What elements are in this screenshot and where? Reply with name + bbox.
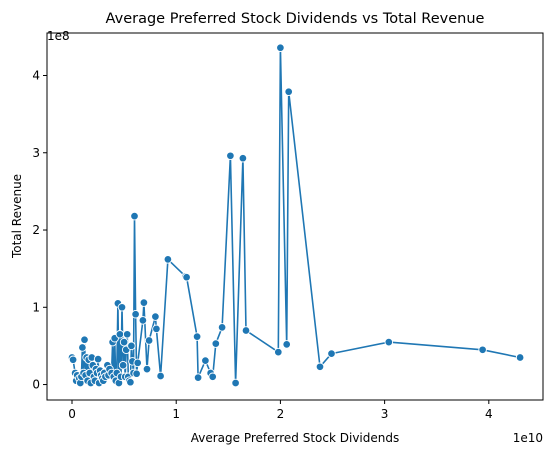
data-point bbox=[315, 362, 325, 372]
y-tick-label: 3 bbox=[32, 146, 40, 160]
data-point bbox=[276, 43, 285, 52]
plot-area bbox=[67, 43, 525, 388]
data-point bbox=[231, 378, 240, 388]
data-point bbox=[327, 349, 336, 358]
data-point bbox=[201, 356, 210, 365]
data-point bbox=[115, 330, 125, 339]
data-point bbox=[133, 358, 142, 368]
x-axis-multiplier: 1e10 bbox=[513, 431, 543, 445]
data-point bbox=[284, 87, 293, 96]
data-point bbox=[138, 316, 148, 325]
data-point bbox=[241, 326, 251, 335]
data-point bbox=[211, 339, 221, 348]
data-point bbox=[93, 354, 103, 364]
data-point bbox=[478, 345, 487, 355]
data-point bbox=[238, 153, 248, 163]
x-axis-label: Average Preferred Stock Dividends bbox=[191, 431, 400, 445]
data-point bbox=[118, 360, 128, 370]
y-tick-label: 2 bbox=[32, 223, 40, 237]
data-point bbox=[193, 373, 203, 382]
data-point bbox=[131, 309, 140, 319]
chart-title: Average Preferred Stock Dividends vs Tot… bbox=[106, 11, 485, 27]
data-point bbox=[217, 323, 227, 332]
data-point bbox=[122, 330, 132, 339]
data-point bbox=[384, 337, 394, 347]
x-tick-label: 2 bbox=[277, 407, 285, 421]
data-point bbox=[151, 312, 160, 321]
data-point bbox=[144, 336, 154, 345]
data-point bbox=[130, 211, 139, 221]
data-point bbox=[127, 341, 136, 351]
x-tick-label: 0 bbox=[68, 407, 76, 421]
data-point bbox=[119, 337, 129, 347]
data-point bbox=[139, 298, 149, 307]
data-point bbox=[274, 347, 283, 357]
y-tick-label: 0 bbox=[32, 378, 40, 392]
data-point bbox=[126, 377, 135, 387]
data-point bbox=[152, 324, 161, 334]
data-point bbox=[142, 364, 152, 374]
data-point bbox=[208, 372, 217, 382]
x-tick-label: 1 bbox=[172, 407, 180, 421]
x-tick-label: 3 bbox=[381, 407, 389, 421]
data-point bbox=[163, 255, 173, 264]
y-axis-label: Total Revenue bbox=[10, 174, 24, 259]
data-point bbox=[182, 272, 191, 282]
data-point bbox=[78, 343, 87, 352]
y-axis: 0 1 2 3 4 bbox=[32, 68, 47, 392]
y-tick-label: 1 bbox=[32, 300, 40, 314]
data-point bbox=[132, 369, 141, 378]
data-point bbox=[156, 371, 165, 381]
y-tick-label: 4 bbox=[32, 68, 40, 82]
x-tick-label: 4 bbox=[485, 407, 493, 421]
data-point bbox=[80, 335, 89, 344]
data-point bbox=[117, 303, 127, 312]
plot-frame bbox=[46, 32, 544, 401]
data-point bbox=[192, 332, 202, 341]
data-point bbox=[68, 355, 78, 365]
y-axis-multiplier: 1e8 bbox=[47, 29, 70, 43]
data-point bbox=[226, 151, 235, 161]
x-axis: 0 1 2 3 4 bbox=[68, 400, 493, 421]
data-point bbox=[515, 353, 525, 362]
data-point bbox=[282, 340, 291, 349]
